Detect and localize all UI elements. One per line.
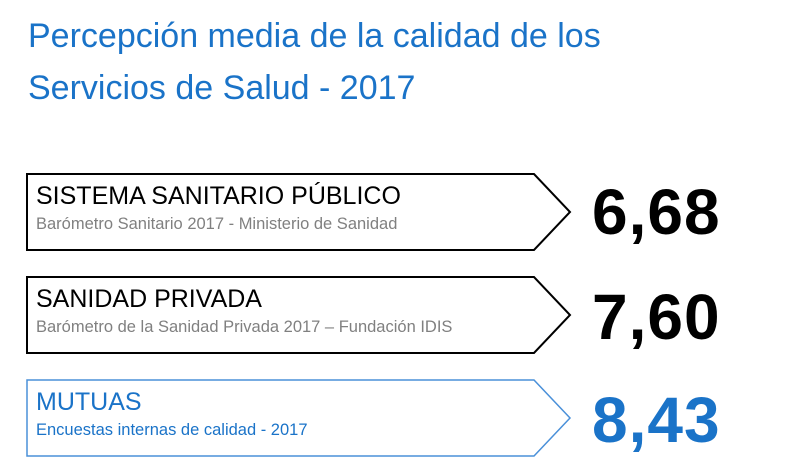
page-title: Percepción media de la calidad de los Se… xyxy=(28,10,728,114)
score-value: 8,43 xyxy=(592,384,721,456)
card-title: SANIDAD PRIVADA xyxy=(36,285,262,313)
arrow-shape-blue xyxy=(26,379,572,457)
card-sistema-sanitario-publico: SISTEMA SANITARIO PÚBLICO Barómetro Sani… xyxy=(26,173,572,251)
page-title-line-2: Servicios de Salud - 2017 xyxy=(28,69,416,107)
card-subtitle: Encuestas internas de calidad - 2017 xyxy=(36,421,308,439)
card-title: SISTEMA SANITARIO PÚBLICO xyxy=(36,182,401,210)
page-title-line-1: Percepción media de la calidad de los xyxy=(28,17,601,55)
arrow-shape-dark xyxy=(26,276,572,354)
card-title: MUTUAS xyxy=(36,388,142,416)
card-subtitle: Barómetro de la Sanidad Privada 2017 – F… xyxy=(36,318,453,336)
card-sanidad-privada: SANIDAD PRIVADA Barómetro de la Sanidad … xyxy=(26,276,572,354)
score-value: 7,60 xyxy=(592,281,721,353)
card-mutuas: MUTUAS Encuestas internas de calidad - 2… xyxy=(26,379,572,457)
card-subtitle: Barómetro Sanitario 2017 - Ministerio de… xyxy=(36,215,398,233)
arrow-shape-dark xyxy=(26,173,572,251)
score-value: 6,68 xyxy=(592,176,721,248)
